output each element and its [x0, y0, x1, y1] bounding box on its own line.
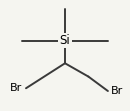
Text: Br: Br — [110, 86, 123, 96]
Text: Br: Br — [10, 83, 22, 93]
Text: Si: Si — [60, 34, 70, 47]
